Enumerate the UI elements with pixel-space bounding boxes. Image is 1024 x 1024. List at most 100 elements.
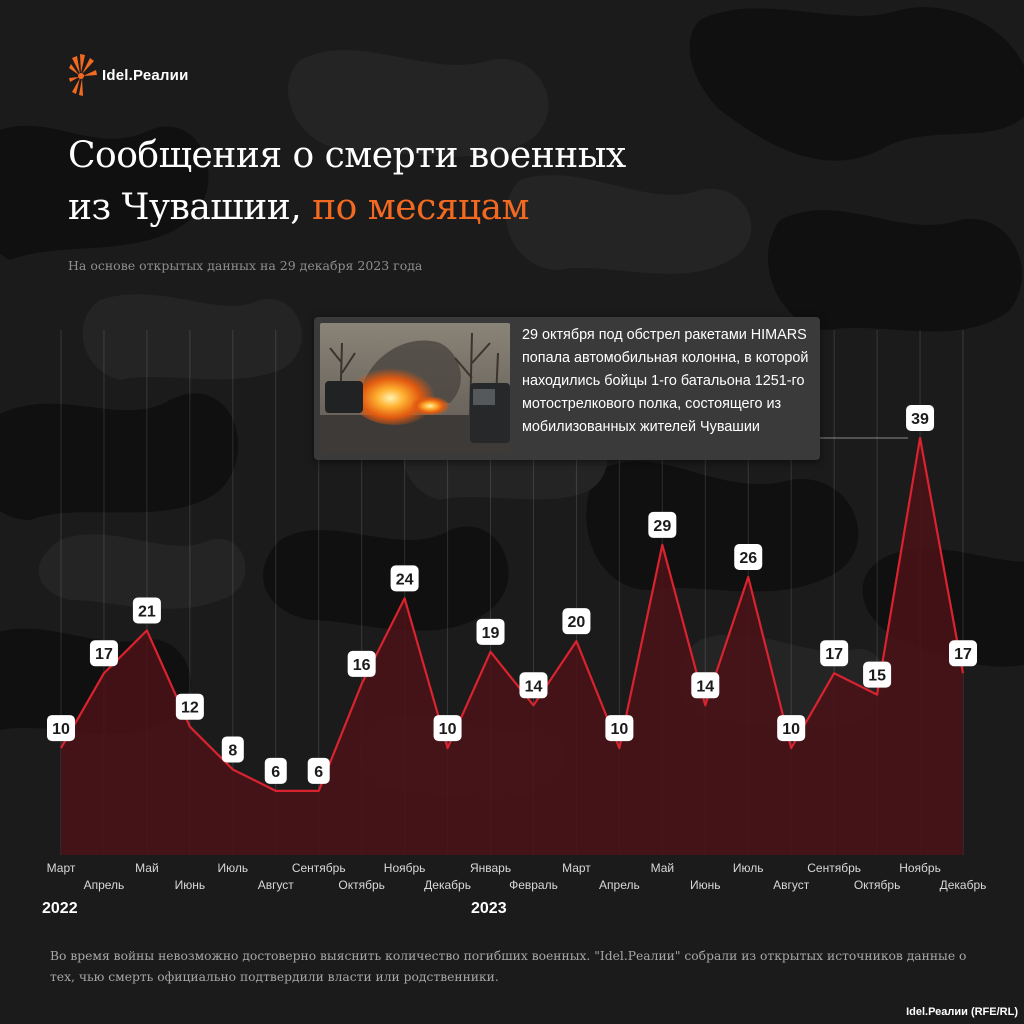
data-label: 10 (777, 715, 806, 742)
data-label-text: 10 (52, 721, 70, 738)
data-label-box (734, 544, 763, 570)
data-label-text: 24 (396, 571, 414, 588)
x-tick-label: Октябрь (854, 878, 901, 892)
brand-logo: Idel.Реалии (68, 52, 189, 98)
data-label-text: 26 (739, 550, 757, 567)
title-line-1: Сообщения о смерти военных (68, 135, 626, 176)
data-label: 39 (906, 405, 935, 431)
data-label-text: 19 (482, 625, 500, 642)
data-label: 17 (949, 640, 977, 667)
data-label-text: 21 (138, 603, 156, 620)
year-label-2023: 2023 (471, 900, 507, 917)
data-label-box (347, 650, 376, 677)
data-label: 10 (47, 715, 75, 742)
data-label-text: 8 (228, 742, 237, 759)
data-label-box (307, 757, 330, 784)
data-label-text: 14 (696, 678, 714, 695)
page-title: Сообщения о смерти военных из Чувашии, п… (68, 130, 626, 234)
data-label: 17 (820, 640, 849, 667)
x-tick-label: Февраль (509, 878, 558, 892)
data-label: 14 (691, 672, 720, 699)
data-label-box (605, 715, 634, 742)
x-tick-label: Май (651, 861, 675, 875)
annotation-box: 29 октября под обстрел ракетами HIMARS п… (314, 317, 820, 460)
data-label-box (175, 693, 204, 720)
data-label: 29 (648, 511, 677, 538)
data-label-box (906, 405, 935, 431)
data-label-box (433, 715, 462, 742)
x-tick-label: Август (258, 878, 295, 892)
data-label: 6 (307, 757, 330, 784)
x-tick-label: Январь (470, 861, 511, 875)
annotation-text: 29 октября под обстрел ракетами HIMARS п… (522, 327, 809, 435)
data-label-text: 15 (868, 668, 886, 685)
data-label: 20 (562, 608, 591, 635)
data-label: 26 (734, 544, 763, 570)
data-label-box (863, 661, 892, 688)
x-tick-label: Сентябрь (807, 861, 861, 875)
credit: Idel.Реалии (RFE/RL) (906, 1006, 1018, 1018)
data-labels: 10 17 21 12 8 6 6 16 24 10 19 14 20 10 29 14 26 10 17 15 39 1… (47, 405, 977, 784)
x-tick-label: Июнь (175, 878, 206, 892)
x-tick-label: Октябрь (338, 878, 385, 892)
data-label: 10 (433, 715, 462, 742)
data-label: 6 (264, 757, 287, 784)
area-fill (61, 438, 963, 855)
year-label-2022: 2022 (42, 900, 78, 917)
data-label: 21 (132, 597, 161, 624)
x-tick-label: Август (773, 878, 810, 892)
x-tick-label: Март (47, 861, 76, 875)
data-label: 14 (519, 672, 548, 699)
subtitle: На основе открытых данных на 29 декабря … (68, 258, 423, 273)
data-label: 17 (89, 640, 118, 667)
x-tick-label: Ноябрь (899, 861, 941, 875)
data-label-text: 10 (782, 721, 800, 738)
title-accent: по месяцам (312, 187, 530, 228)
data-label-box (390, 565, 419, 592)
data-label: 8 (221, 736, 244, 763)
series-line (60, 436, 965, 792)
x-tick-label: Апрель (84, 878, 125, 892)
data-label-box (648, 511, 677, 538)
x-tick-label: Июнь (690, 878, 721, 892)
x-tick-label: Ноябрь (384, 861, 426, 875)
brand-name: Idel.Реалии (102, 66, 189, 84)
x-tick-label: Сентябрь (292, 861, 346, 875)
data-label-box (949, 640, 977, 667)
data-label-box (519, 672, 548, 699)
footnote: Во время войны невозможно достоверно выя… (50, 949, 967, 984)
data-label: 15 (863, 661, 892, 688)
logo-icon (69, 54, 97, 96)
data-label: 19 (476, 618, 505, 645)
data-label-box (820, 640, 849, 667)
data-label-box (264, 757, 287, 784)
x-tick-label: Март (562, 861, 591, 875)
data-label-text: 12 (181, 700, 199, 717)
data-label-box (132, 597, 161, 624)
x-tick-label: Декабрь (424, 878, 471, 892)
data-label: 24 (390, 565, 419, 592)
data-label-box (476, 618, 505, 645)
data-label-box (777, 715, 806, 742)
data-label-box (89, 640, 118, 667)
data-label-text: 16 (353, 657, 371, 674)
data-label-text: 6 (314, 764, 323, 781)
data-label-text: 20 (568, 614, 586, 631)
data-label-text: 17 (825, 646, 843, 663)
data-label-box (221, 736, 244, 763)
title-line-2: из Чувашии, (68, 187, 313, 228)
x-axis-ticks: Март Апрель Май Июнь Июль Август Сентябрь Октяб… (47, 861, 987, 892)
data-label-text: 17 (95, 646, 113, 663)
x-tick-label: Декабрь (940, 878, 987, 892)
data-label-text: 10 (610, 721, 628, 738)
x-tick-label: Июль (733, 861, 764, 875)
data-label-box (562, 608, 591, 635)
data-label-box (47, 715, 75, 742)
annotation-photo (320, 323, 510, 454)
x-tick-label: Апрель (599, 878, 640, 892)
data-label-text: 14 (525, 678, 543, 695)
data-label-text: 10 (439, 721, 457, 738)
data-label: 10 (605, 715, 634, 742)
x-tick-label: Июль (217, 861, 248, 875)
